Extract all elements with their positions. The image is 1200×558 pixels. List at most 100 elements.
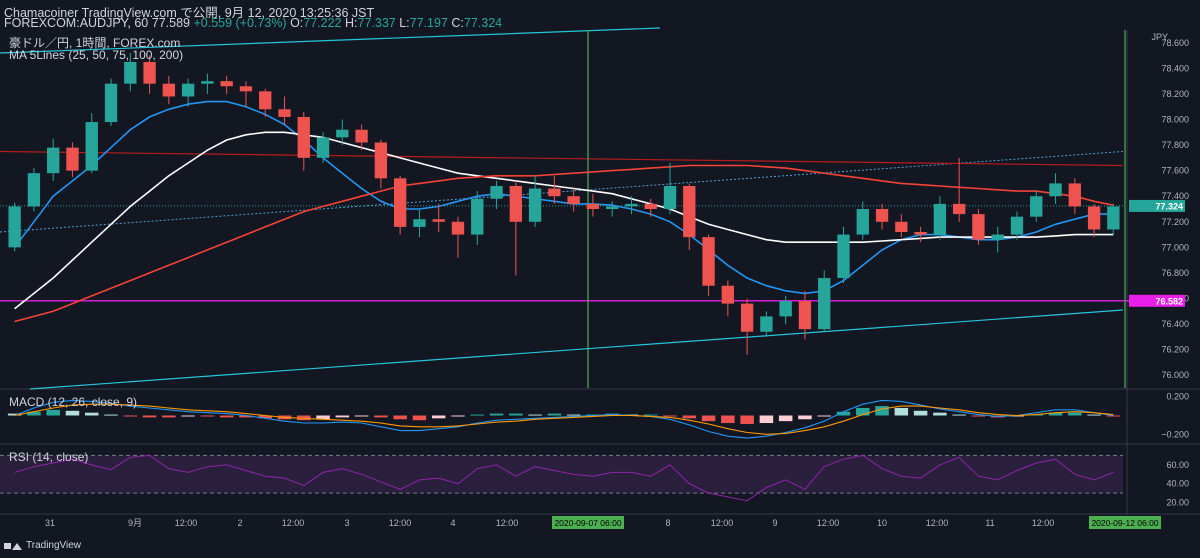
rsi-line-0 xyxy=(14,454,1114,502)
candle-body xyxy=(779,301,792,317)
macd-histogram-bar xyxy=(354,415,369,417)
macd-histogram-bar xyxy=(46,409,60,416)
time-axis-tick: 4 xyxy=(450,518,455,528)
candle-body xyxy=(181,83,195,97)
candle-body xyxy=(1010,216,1024,235)
channel-upper-line xyxy=(0,27,661,54)
macd-histogram-bar xyxy=(104,414,118,416)
macd-histogram-bar xyxy=(740,415,754,424)
time-axis-tick: 12:00 xyxy=(282,518,305,528)
last-price-label: 77.324 xyxy=(1155,201,1183,211)
macd-histogram-bar xyxy=(181,415,195,417)
time-axis-highlight-bg xyxy=(1089,516,1161,529)
candle-body xyxy=(644,203,657,209)
symbol-label: FOREXCOM:AUDJPY, 60 xyxy=(4,16,149,30)
candle-body xyxy=(220,81,233,87)
macd-histogram-bar xyxy=(721,415,735,424)
macd-histogram-bar xyxy=(470,414,485,416)
macd-histogram-bar xyxy=(335,415,350,418)
time-axis-tick: 31 xyxy=(45,518,55,528)
open-value: 77.222 xyxy=(303,16,342,30)
macd-histogram-bar xyxy=(123,415,138,417)
candle-body xyxy=(683,185,696,238)
candle-body xyxy=(586,203,600,209)
time-axis-tick: 11 xyxy=(985,518,994,528)
candle-body xyxy=(875,209,889,222)
time-axis-tick: 12:00 xyxy=(711,518,734,528)
candle-body xyxy=(297,116,310,158)
macd-histogram-bar xyxy=(682,415,697,419)
macd-histogram-bar xyxy=(219,415,234,418)
macd-histogram-bar xyxy=(528,414,542,416)
price-axis-tick: 76.800 xyxy=(1161,268,1189,278)
publish-info: Chamacoiner TradingView.com で公開, 9月 12, … xyxy=(4,6,375,20)
macd-histogram-bar xyxy=(451,415,465,417)
price-axis-tick: 78.000 xyxy=(1161,115,1189,125)
time-axis-highlight-label: 2020-09-12 06:00 xyxy=(1091,518,1158,528)
candle-body xyxy=(162,83,176,97)
macd-histogram-bar xyxy=(1106,415,1121,417)
candle-body xyxy=(85,122,98,171)
symbol-ohlc-line: FOREXCOM:AUDJPY, 60 77.589 +0.559 (+0.73… xyxy=(4,16,502,30)
low-label: L: xyxy=(399,16,410,30)
macd-histogram-bar xyxy=(84,412,99,416)
candle-body xyxy=(933,203,947,235)
candle-body xyxy=(702,237,715,286)
price-axis-tick: 77.000 xyxy=(1161,242,1189,252)
instrument-legend: 豪ドル／円, 1時間, FOREX.com xyxy=(9,36,181,50)
ma-line-0 xyxy=(13,100,1114,295)
macd-histogram-bar xyxy=(663,415,677,417)
candle-body xyxy=(818,278,831,330)
candle-body xyxy=(104,83,118,123)
high-label: H: xyxy=(345,16,358,30)
candle-body xyxy=(451,221,465,235)
macd-histogram-bar xyxy=(1068,412,1082,416)
candle-body xyxy=(201,81,214,84)
candle-body xyxy=(239,86,253,92)
candle-body xyxy=(798,301,812,330)
rsi-legend: RSI (14, close) xyxy=(9,450,89,464)
macd-histogram-bar xyxy=(778,415,793,422)
rsi-axis-tick: 40.00 xyxy=(1166,479,1189,489)
candle-body xyxy=(606,206,619,209)
macd-histogram-bar xyxy=(701,415,716,422)
macd-histogram-bar xyxy=(239,415,253,418)
macd-axis-tick: 0.200 xyxy=(1166,392,1189,402)
high-value: 77.337 xyxy=(357,16,396,30)
price-axis-unit: JPY xyxy=(1151,32,1168,42)
macd-histogram-bar xyxy=(547,413,562,416)
macd-histogram-bar xyxy=(412,415,427,421)
macd-histogram-bar xyxy=(759,415,774,424)
ma-legend: MA 5Lines (25, 50, 75, 100, 200) xyxy=(9,48,184,62)
candle-body xyxy=(625,203,638,207)
candle-body xyxy=(1049,183,1062,197)
channel-lower-line xyxy=(29,309,1124,390)
macd-line-1 xyxy=(14,403,1114,435)
macd-histogram-bar xyxy=(374,415,388,418)
time-axis-tick: 9 xyxy=(772,518,777,528)
macd-legend: MACD (12, 26, close, 9) xyxy=(9,395,138,409)
rsi-axis-tick: 60.00 xyxy=(1166,460,1189,470)
support-price-label-bg xyxy=(1129,294,1185,307)
macd-axis-tick: −0.200 xyxy=(1161,429,1189,439)
candle-body xyxy=(336,129,349,138)
time-axis-tick: 10 xyxy=(877,518,887,528)
price-axis-tick: 76.400 xyxy=(1161,319,1189,329)
time-axis-tick: 12:00 xyxy=(817,518,840,528)
macd-histogram-bar xyxy=(971,415,986,417)
candle-body xyxy=(355,129,368,143)
time-axis-tick: 9月 xyxy=(128,518,142,528)
candle-body xyxy=(548,188,561,197)
price-axis-tick: 76.000 xyxy=(1161,370,1189,380)
support-price-label: 76.582 xyxy=(1155,296,1183,306)
tradingview-logo[interactable]: TradingView xyxy=(4,540,81,551)
candle-body xyxy=(27,173,41,207)
candle-body xyxy=(278,109,291,117)
candle-body xyxy=(259,91,272,110)
macd-histogram-bar xyxy=(142,415,157,418)
time-axis-tick: 2 xyxy=(237,518,242,528)
candle-body xyxy=(471,198,484,235)
macd-histogram-bar xyxy=(431,415,446,419)
time-axis-tick: 12:00 xyxy=(389,518,412,528)
